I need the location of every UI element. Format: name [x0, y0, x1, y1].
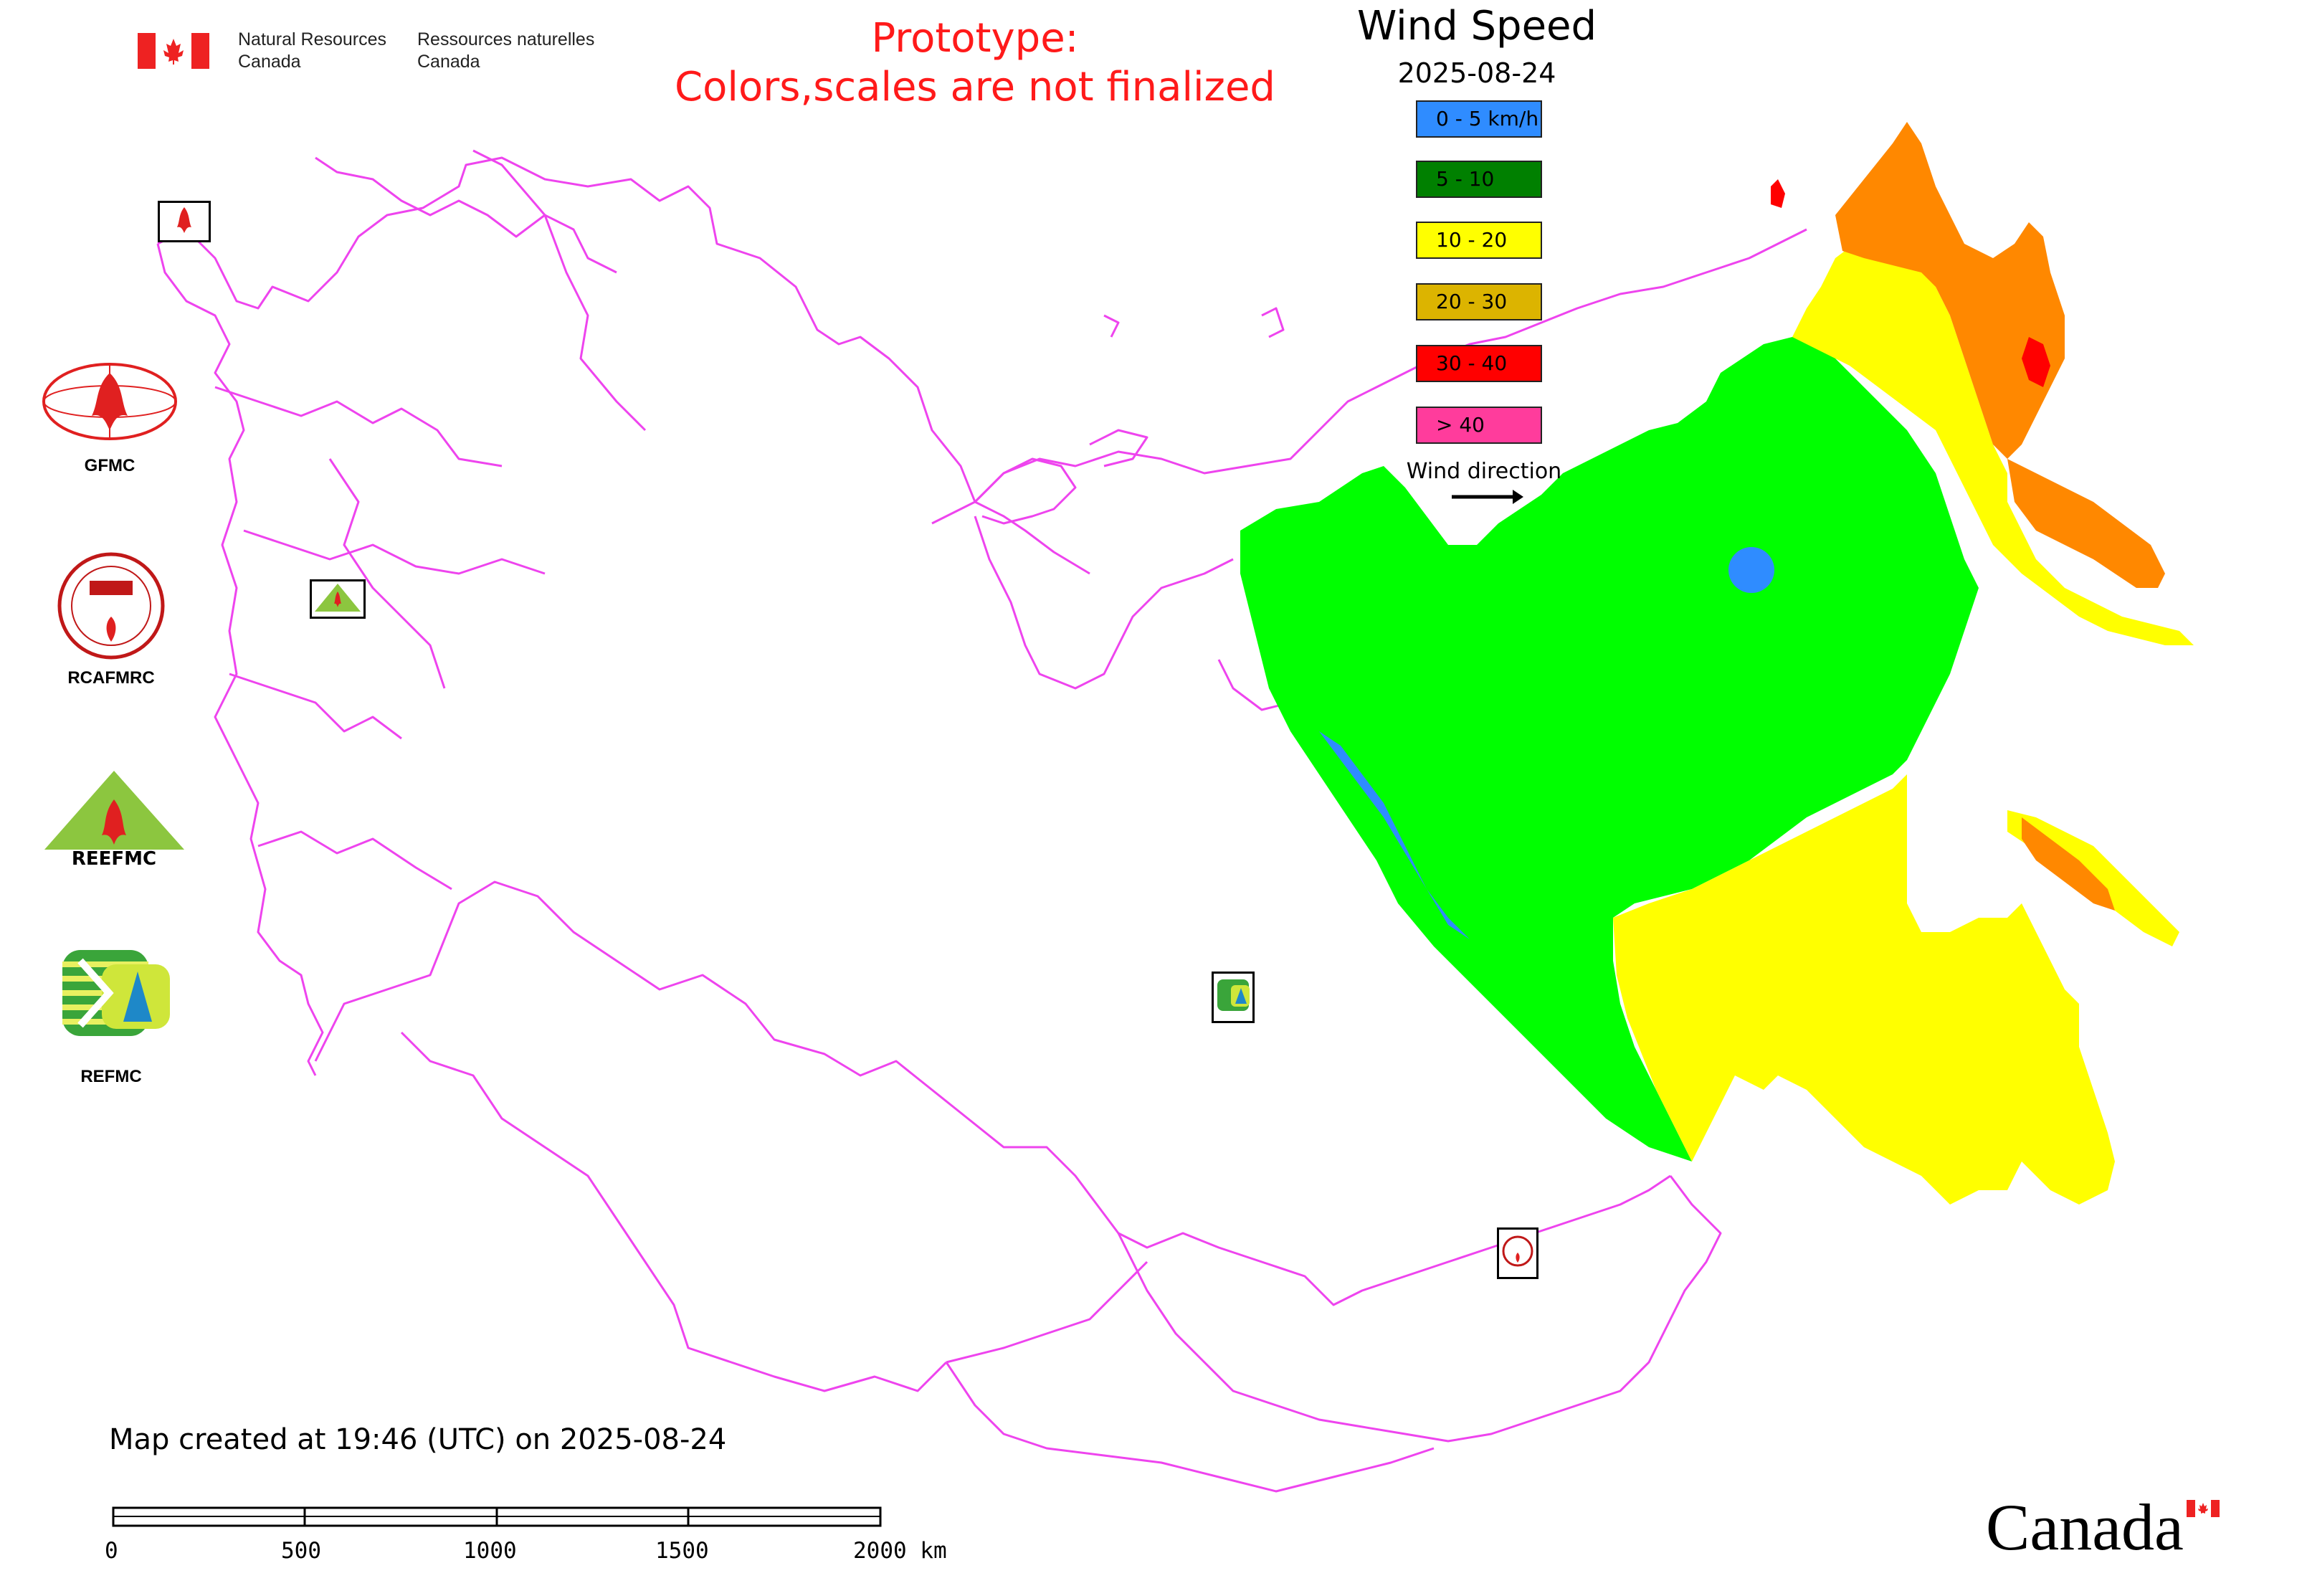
scale-tick-500: 500 — [281, 1538, 321, 1564]
scale-tick-0: 0 — [105, 1538, 118, 1564]
zone-10-20-kmh-south — [1613, 774, 2115, 1205]
legend-item-5-10: 5 - 10 — [1416, 161, 1542, 198]
map-date: 2025-08-24 — [1397, 57, 1556, 89]
rcafmrc-logo[interactable] — [57, 552, 165, 662]
scale-tick-1000: 1000 — [463, 1538, 517, 1564]
zone-10-20-kmh-north — [1792, 237, 2194, 645]
zone-0-5-kmh-strip — [1319, 731, 1470, 939]
refmc-label: REFMC — [80, 1067, 142, 1086]
zone-20-30-kmh-coast — [2007, 459, 2165, 588]
legend-item-10-20: 10 - 20 — [1416, 222, 1542, 259]
refmc-logo[interactable] — [59, 946, 173, 1042]
agency-name-fr: Ressources naturelles Canada — [417, 29, 594, 73]
prototype-notice: Prototype: Colors,scales are not finaliz… — [645, 14, 1305, 112]
legend-item-0-5: 0 - 5 km/h — [1416, 100, 1542, 138]
agency-en-line1: Natural Resources — [238, 29, 387, 49]
zone-30-40-kmh-island — [1771, 179, 1785, 208]
reefmc-logo[interactable]: REEFMC — [37, 767, 191, 870]
map-title: Wind Speed — [1356, 3, 1597, 49]
zone-30-40-kmh — [2022, 337, 2050, 387]
wind-direction-label: Wind direction — [1406, 459, 1562, 484]
legend-item-30-40: 30 - 40 — [1416, 345, 1542, 382]
agency-fr-line2: Canada — [417, 52, 480, 72]
canada-wordmark: Canada — [1986, 1491, 2184, 1564]
scale-bar — [112, 1506, 882, 1527]
legend-item-20-30: 20 - 30 — [1416, 283, 1542, 320]
rcafmrc-map-marker[interactable] — [1497, 1227, 1538, 1279]
zone-20-30-kmh — [1835, 122, 2065, 459]
legend-item-over-40: > 40 — [1416, 407, 1542, 444]
zone-20-30-kmh-south — [2022, 817, 2115, 911]
scale-tick-1500: 1500 — [655, 1538, 709, 1564]
gfmc-logo[interactable] — [42, 362, 178, 444]
gfmc-map-marker[interactable] — [158, 201, 211, 242]
agency-en-line2: Canada — [238, 52, 301, 72]
scale-tick-2000: 2000 km — [853, 1538, 947, 1564]
rcafmrc-label: RCAFMRC — [67, 668, 155, 688]
refmc-map-marker[interactable] — [1212, 972, 1255, 1023]
prototype-notice-line2: Colors,scales are not finalized — [675, 64, 1275, 110]
zone-0-5-kmh-spot — [1728, 547, 1774, 593]
reefmc-wordmark: REEFMC — [72, 848, 156, 868]
canada-flag-icon — [138, 33, 209, 69]
zone-5-10-kmh — [1240, 337, 1979, 1162]
wind-direction-arrow — [1452, 490, 1523, 504]
reefmc-map-marker[interactable] — [310, 579, 366, 619]
prototype-notice-line1: Prototype: — [871, 15, 1079, 62]
wind-zones — [1240, 122, 2194, 1205]
agency-fr-line1: Ressources naturelles — [417, 29, 595, 49]
country-boundaries — [156, 149, 1807, 1493]
agency-name-en: Natural Resources Canada — [238, 29, 386, 73]
gfmc-label: GFMC — [84, 456, 135, 475]
canada-wordmark-flag-icon — [2187, 1500, 2220, 1520]
map-created-timestamp: Map created at 19:46 (UTC) on 2025-08-24 — [109, 1423, 727, 1456]
